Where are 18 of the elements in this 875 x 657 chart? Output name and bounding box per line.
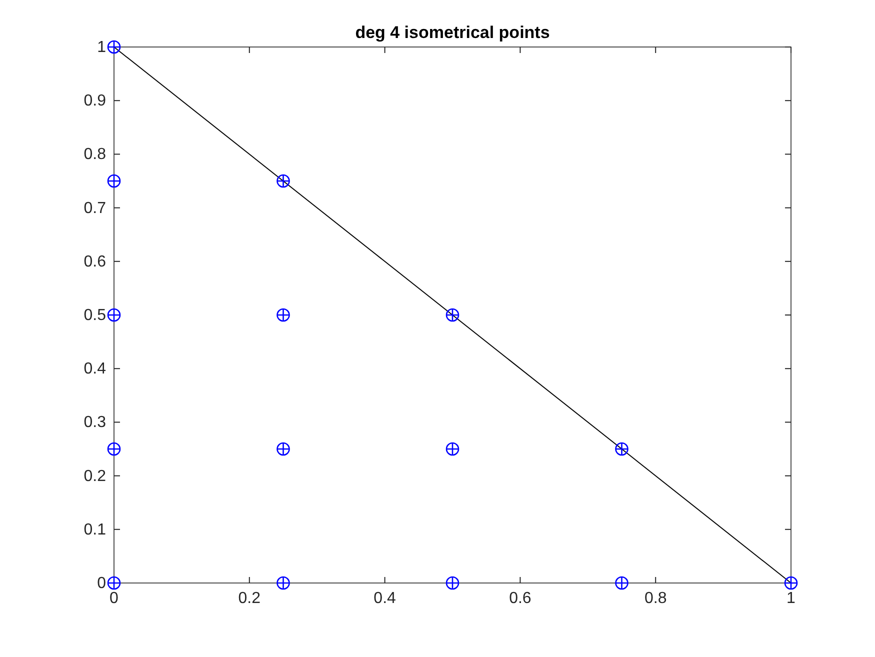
- y-tick-label: 0.5: [84, 307, 106, 324]
- x-tick-label: 0.2: [238, 590, 261, 607]
- x-tick-label: 0.8: [644, 590, 667, 607]
- x-tick-label: 0.4: [374, 590, 396, 607]
- y-tick-label: 0.4: [84, 360, 106, 378]
- y-tick-label: 0.2: [84, 468, 106, 485]
- y-tick-label: 0.6: [84, 253, 106, 270]
- y-tick-label: 0.3: [84, 414, 106, 432]
- y-tick-label: 0.8: [84, 146, 106, 164]
- x-tick-label: 1: [786, 590, 796, 607]
- y-tick-label: 0.7: [84, 200, 106, 217]
- x-tick-label: 0: [110, 590, 119, 607]
- x-tick-label: 0.6: [509, 590, 532, 607]
- y-tick-label: 0.9: [84, 92, 106, 110]
- y-tick-label: 1: [97, 39, 106, 56]
- chart-title: deg 4 isometrical points: [355, 23, 550, 42]
- y-tick-label: 0: [97, 575, 106, 592]
- y-tick-label: 0.1: [84, 521, 106, 538]
